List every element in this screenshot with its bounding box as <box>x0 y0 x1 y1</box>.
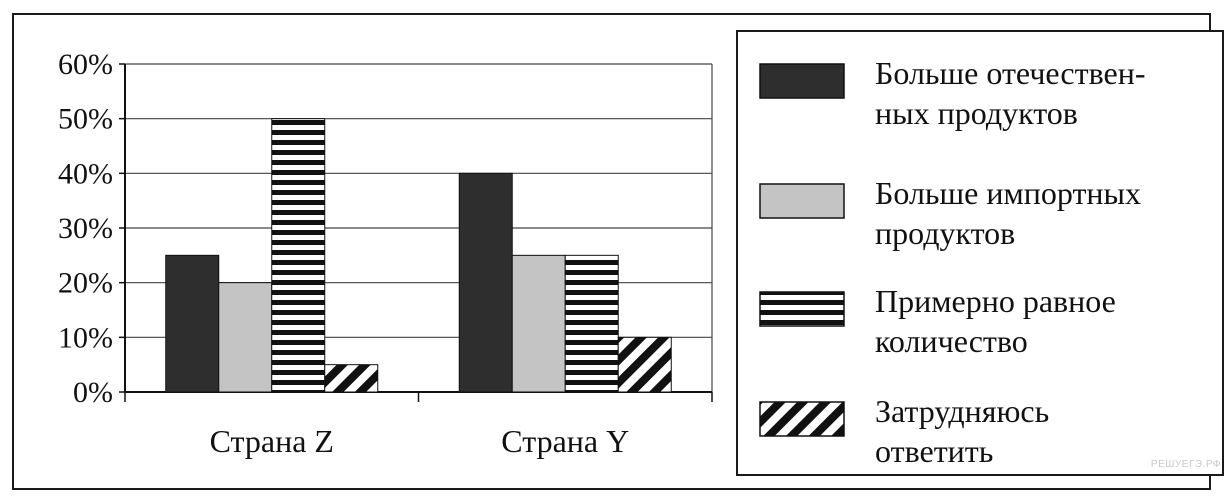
y-tick-label: 10% <box>58 321 113 354</box>
bar-1-2 <box>218 282 273 393</box>
bar-1-3 <box>271 118 326 393</box>
x-category-label: Страна Z <box>210 423 334 459</box>
label-layer: 0% 10% 20% 30% 40% 50% 60% Страна Z Страна Y <box>58 48 629 459</box>
legend-label: Больше отечествен- <box>875 55 1146 91</box>
x-category-label: Страна Y <box>501 423 629 459</box>
bar-2-1 <box>458 172 513 393</box>
legend-label: ответить <box>875 433 993 469</box>
bar-layer <box>165 118 672 393</box>
watermark: РЕШУЕГЭ.РФ <box>1150 459 1221 470</box>
bar-2-2 <box>511 254 566 393</box>
bar-1-1 <box>165 254 220 393</box>
legend-box <box>736 30 1224 476</box>
bar-1-4 <box>324 364 379 393</box>
legend: Больше отечествен-ных продуктов Больше им… <box>736 30 1224 476</box>
legend-label: количество <box>875 323 1028 359</box>
legend-label: Затрудняюсь <box>875 393 1049 429</box>
legend-swatch-4 <box>759 401 845 437</box>
y-tick-label: 0% <box>73 376 113 409</box>
legend-swatch-2 <box>759 183 845 219</box>
legend-label: ных продуктов <box>875 95 1078 131</box>
legend-label: Больше импортных <box>875 175 1141 211</box>
y-tick-label: 60% <box>58 48 113 81</box>
legend-label: Примерно равное <box>875 283 1116 319</box>
y-tick-label: 40% <box>58 157 113 190</box>
y-tick-label: 50% <box>58 103 113 136</box>
legend-swatch-1 <box>759 63 845 99</box>
bar-2-4 <box>617 336 672 393</box>
y-tick-label: 20% <box>58 267 113 300</box>
y-tick-label: 30% <box>58 212 113 245</box>
legend-label: продуктов <box>875 215 1015 251</box>
bar-2-3 <box>564 254 619 393</box>
legend-swatch-3 <box>759 291 845 327</box>
